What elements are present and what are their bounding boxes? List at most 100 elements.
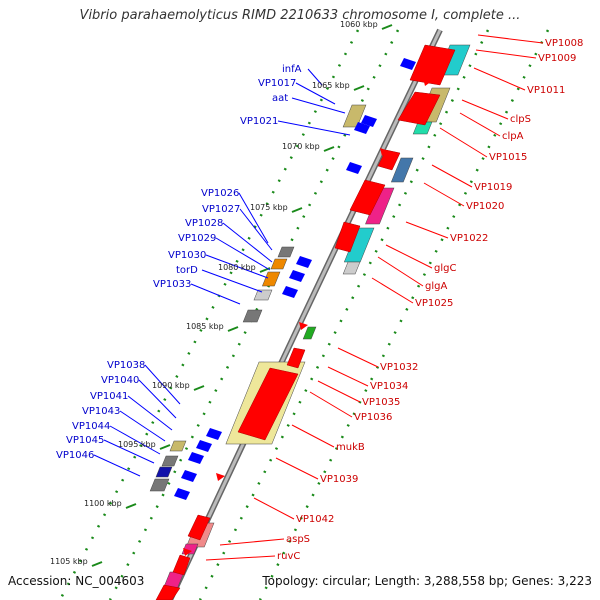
gene-label-vp1041: VP1041 [90,391,128,402]
cog-block-4 [390,157,414,183]
cog-block-16 [261,271,281,287]
leader-line-right [291,424,335,448]
leader-line-right [405,221,449,239]
kbp-tick [159,444,171,450]
gene-label-vp1027: VP1027 [202,204,240,215]
kbp-label: 1085 kbp [186,322,224,331]
forward-marker-5 [183,548,192,556]
kbp-tick [193,385,205,391]
cog-block-19 [169,440,187,452]
leader-line-right [385,244,433,269]
leader-line-left [103,439,155,464]
leader-line-left [295,82,336,105]
leader-line-right [205,555,276,561]
reverse-gene-1 [400,58,416,70]
kbp-label: 1075 kbp [250,203,288,212]
gene-label-clpa: clpA [502,131,524,142]
leader-line-right [317,380,361,403]
leader-line-right [459,112,501,137]
cog-block-15 [270,258,288,270]
gene-label-infa: infA [282,64,302,75]
forward-gene-3 [377,149,401,171]
forward-gene-10 [155,584,181,600]
forward-gene-4 [349,179,386,216]
genome-stats-text: Topology: circular; Length: 3,288,558 bp… [262,574,592,588]
forward-gene-5 [334,221,361,253]
kbp-label: 1100 kbp [84,499,122,508]
gene-label-aat: aat [272,93,288,104]
cog-block-22 [149,478,170,492]
kbp-tick [91,561,103,567]
gene-label-vp1034: VP1034 [370,381,408,392]
leader-line-left [93,454,141,477]
leader-line-right [275,457,319,480]
reverse-gene-7 [282,286,298,298]
reverse-gene-10 [188,452,204,464]
leader-line-right [219,538,285,546]
forward-marker-2 [380,148,389,156]
kbp-label: 1080 kbp [218,263,256,272]
cog-block-13 [342,104,367,128]
reverse-gene-5 [296,256,312,268]
leader-line-left [127,395,173,431]
kbp-tick [353,85,365,91]
reverse-gene-4 [346,162,362,174]
forward-gene-1 [409,44,456,86]
leader-line-right [431,164,473,188]
reverse-gene-12 [174,488,190,500]
leader-line-left [144,364,181,405]
gene-label-glga: glgA [425,281,447,292]
kbp-label: 1060 kbp [340,20,378,29]
leader-line-left [215,237,271,271]
gene-label-vp1015: VP1015 [489,152,527,163]
gene-label-vp1011: VP1011 [527,85,565,96]
leader-line-right [337,347,379,368]
kbp-tick [291,207,303,213]
kbp-tick [125,503,137,509]
gene-label-tord: torD [176,265,198,276]
gene-label-clps: clpS [510,114,531,125]
leader-line-right [473,67,526,91]
gene-label-vp1030: VP1030 [168,250,206,261]
gene-label-vp1020: VP1020 [466,201,504,212]
gene-label-vp1042: VP1042 [296,514,334,525]
leader-line-left [277,120,351,136]
gene-label-vp1035: VP1035 [362,397,400,408]
gene-label-vp1040: VP1040 [101,375,139,386]
gene-label-vp1025: VP1025 [415,298,453,309]
leader-line-left [138,379,177,419]
kbp-label: 1065 kbp [312,81,350,90]
gene-label-vp1038: VP1038 [107,360,145,371]
cog-block-17 [253,289,273,301]
gene-label-vp1021: VP1021 [240,116,278,127]
forward-marker-3 [299,322,308,330]
leader-line-left [205,254,269,279]
reverse-gene-11 [181,470,197,482]
leader-line-left [291,97,346,114]
leader-line-right [371,277,414,304]
gene-label-vp1043: VP1043 [82,406,120,417]
leader-line-right [423,182,465,207]
map-title: Vibrio parahaemolyticus RIMD 2210633 chr… [79,8,521,23]
gene-label-vp1009: VP1009 [538,53,576,64]
kbp-label: 1095 kbp [118,440,156,449]
leader-line-right [377,256,424,287]
backbone-inner [168,29,442,600]
kbp-label: 1105 kbp [50,557,88,566]
gene-label-glgc: glgC [434,263,456,274]
kbp-tick [381,24,393,30]
cog-block-7 [342,261,361,275]
reverse-gene-6 [289,270,305,282]
leader-line-left [307,68,323,86]
kbp-tick [323,146,335,152]
gene-label-vp1032: VP1032 [380,362,418,373]
forward-gene-2 [397,91,441,126]
gene-label-vp1028: VP1028 [185,218,223,229]
leader-line-right [327,366,369,387]
kbp-tick [227,326,239,332]
gene-label-vp1008: VP1008 [545,38,583,49]
gene-label-vp1046: VP1046 [56,450,94,461]
leader-line-left [201,269,263,293]
gene-label-ruvc: ruvC [277,551,300,562]
